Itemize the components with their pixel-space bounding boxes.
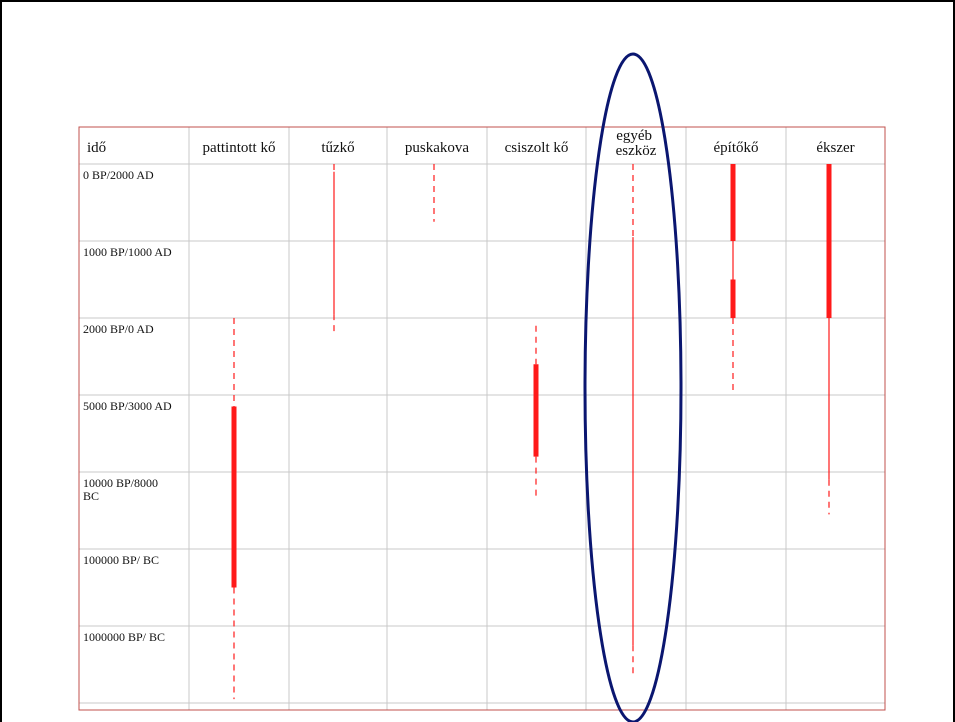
column-headers: idő pattintott kő tűzkő puskakova csiszolt k… — [87, 128, 855, 159]
row-labels: 0 BP/2000 AD 1000 BP/1000 AD 2000 BP/0 AD 5… — [83, 168, 172, 644]
row-label: 1000 BP/1000 AD — [83, 245, 172, 259]
row-label: 1000000 BP/ BC — [83, 630, 165, 644]
table-border — [78, 126, 886, 711]
column-header: puskakova — [405, 140, 469, 156]
row-label: 0 BP/2000 AD — [83, 168, 154, 182]
column-header: pattintott kő — [203, 140, 276, 156]
column-header: ékszer — [816, 140, 854, 156]
highlight-ellipse — [583, 52, 683, 722]
highlight-overlay — [583, 52, 683, 722]
row-label: 100000 BP/ BC — [83, 553, 159, 567]
table-grid — [78, 126, 886, 711]
column-header: építőkő — [714, 140, 759, 156]
column-header: egyéb eszköz — [616, 128, 657, 159]
row-label: 10000 BP/8000 BC — [83, 476, 161, 503]
column-header: idő — [87, 140, 106, 156]
column-header: tűzkő — [321, 140, 354, 156]
range-bars — [231, 164, 832, 700]
row-label: 5000 BP/3000 AD — [83, 399, 172, 413]
column-header: csiszolt kő — [505, 140, 569, 156]
row-label: 2000 BP/0 AD — [83, 322, 154, 336]
